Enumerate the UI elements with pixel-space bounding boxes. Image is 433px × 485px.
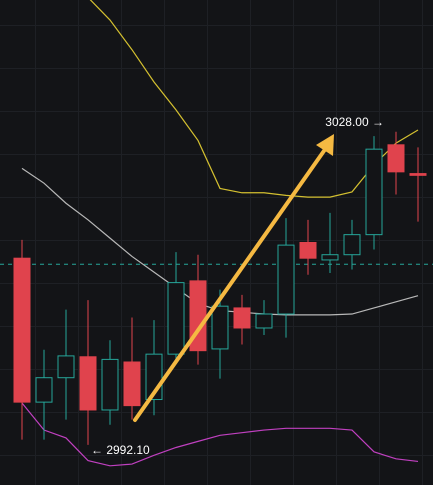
candle-body [57, 355, 75, 379]
candle-body [365, 148, 383, 236]
trend-arrow [133, 134, 334, 422]
indicator-line [21, 402, 419, 467]
high-label: 3028.00 → [325, 115, 384, 129]
arrow-line [133, 146, 328, 422]
low-label: ← 2992.10 [91, 443, 150, 457]
candle-body [233, 307, 251, 329]
candles [13, 131, 427, 445]
arrow-head [316, 134, 334, 156]
candle-body [299, 242, 317, 259]
candle-body [123, 361, 141, 407]
candle-body [409, 173, 427, 176]
candle-body [101, 358, 119, 411]
candle-body [277, 244, 295, 315]
indicator-line [89, 0, 419, 198]
candle-body [343, 234, 361, 256]
candle-body [13, 257, 31, 403]
candle-body [387, 144, 405, 173]
candle-body [79, 356, 97, 411]
candle-body [211, 305, 229, 350]
candle-body [167, 282, 185, 355]
candle-body [35, 377, 53, 403]
candle-body [321, 254, 339, 261]
candle-body [255, 313, 273, 329]
